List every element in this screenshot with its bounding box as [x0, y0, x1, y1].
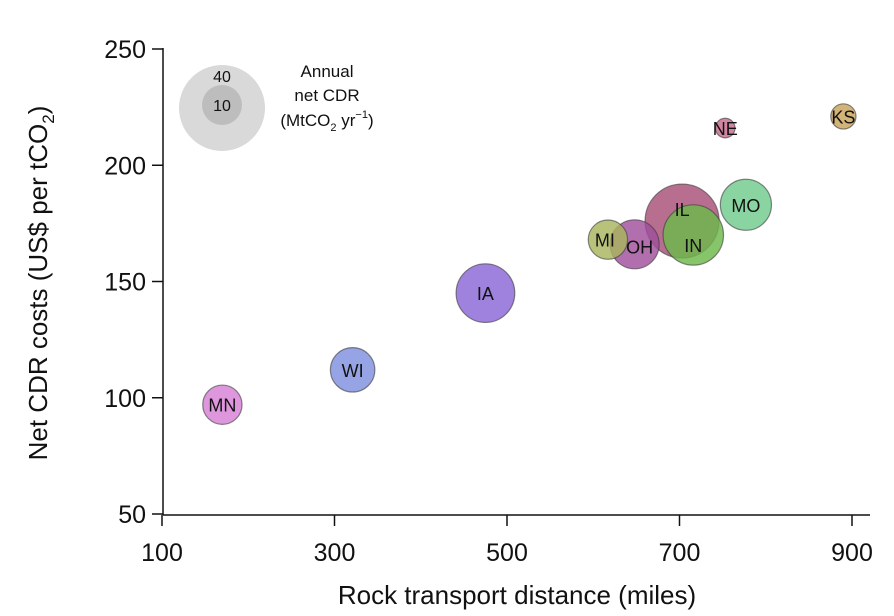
- bubble-label-oh: OH: [626, 237, 653, 257]
- x-tick-label-100: 100: [141, 539, 183, 567]
- legend-size-small: [202, 85, 242, 125]
- y-tick-label-100: 100: [104, 385, 146, 413]
- bubble-mo: [719, 178, 773, 231]
- bubble-label-wi: WI: [342, 361, 364, 381]
- y-tick-label-150: 150: [104, 269, 146, 297]
- legend-title-line-1: Annual: [301, 62, 354, 81]
- bubbles-layer: MN WI IA MI OH IL IN MO NE KS: [202, 103, 857, 425]
- legend-title-line-2: net CDR: [294, 86, 359, 105]
- y-ticks: 50 100 150 200 250: [104, 36, 163, 529]
- size-legend: 40 10 Annual net CDR (MtCO2 yr−1): [179, 62, 374, 151]
- x-tick-label-300: 300: [314, 539, 356, 567]
- legend-unit: (MtCO2 yr−1): [280, 109, 373, 134]
- bubble-in: [662, 204, 725, 266]
- y-axis-title: Net CDR costs (US$ per tCO2): [23, 106, 58, 461]
- bubble-label-ne: NE: [713, 119, 738, 139]
- x-axis-title: Rock transport distance (miles): [338, 580, 696, 610]
- bubble-label-mi: MI: [595, 231, 615, 251]
- bubble-mn: [202, 384, 243, 425]
- bubble-mi: [587, 219, 629, 260]
- legend-size-large-label: 40: [213, 69, 231, 86]
- bubble-label-mo: MO: [731, 196, 760, 216]
- bubble-label-il: IL: [675, 200, 690, 220]
- x-tick-label-700: 700: [659, 539, 701, 567]
- legend-size-small-label: 10: [213, 98, 231, 115]
- bubble-label-mn: MN: [208, 396, 236, 416]
- bubble-ks: [830, 103, 857, 130]
- bubble-label-ia: IA: [477, 284, 494, 304]
- y-tick-label-250: 250: [104, 36, 146, 64]
- bubble-ia: [455, 263, 516, 324]
- bubble-wi: [329, 347, 376, 393]
- y-tick-label-50: 50: [118, 501, 146, 529]
- bubble-ne: [714, 117, 736, 139]
- x-ticks: 100 300 500 700 900: [141, 515, 873, 567]
- x-tick-label-900: 900: [831, 539, 873, 567]
- axes: [162, 48, 870, 516]
- y-tick-label-200: 200: [104, 152, 146, 180]
- x-tick-label-500: 500: [486, 539, 528, 567]
- bubble-label-ks: KS: [831, 107, 855, 127]
- bubble-label-in: IN: [684, 236, 702, 256]
